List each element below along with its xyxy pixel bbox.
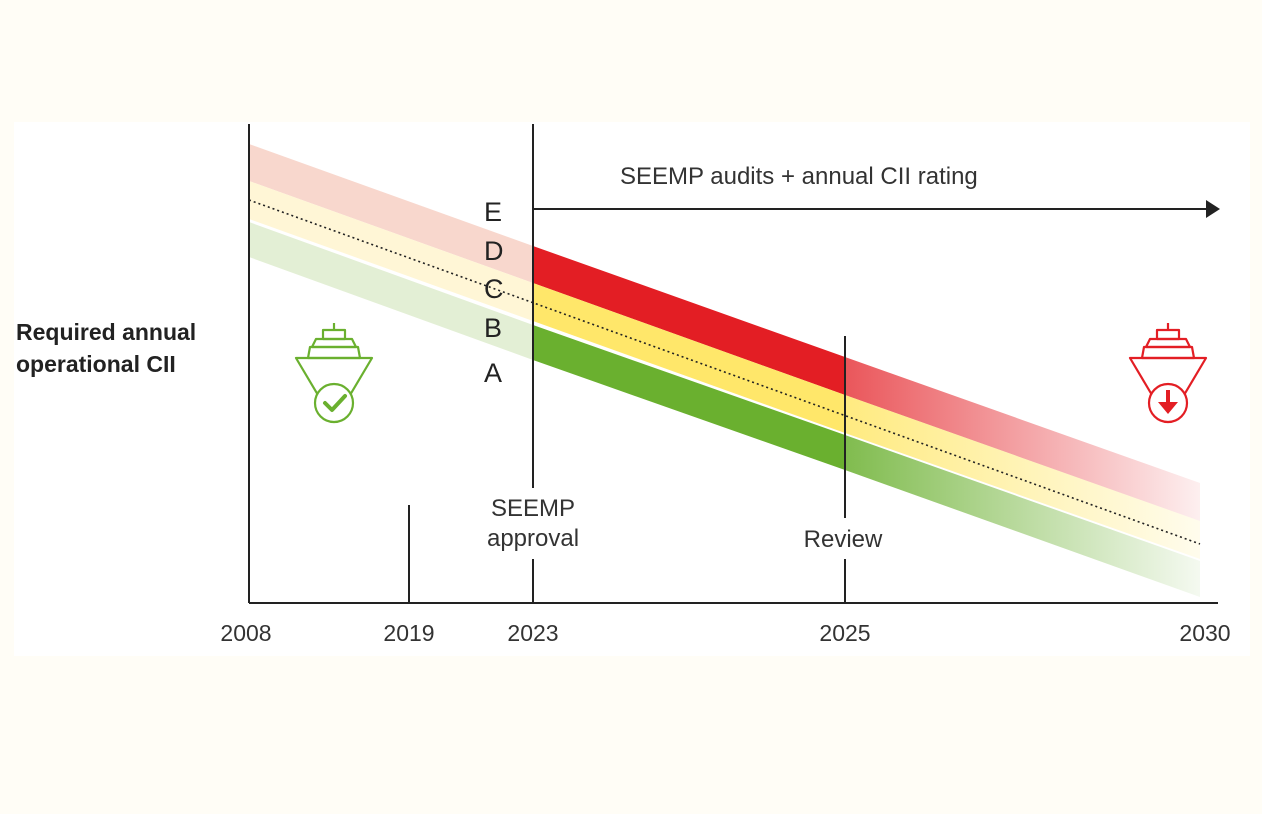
review-label: Review [804,526,883,553]
audit-arrow-label: SEEMP audits + annual CII rating [620,163,978,190]
band-a-fade [845,435,1200,597]
ship-check-icon [294,323,374,424]
band-cb [533,283,845,433]
tick-2023: 2023 [507,620,558,646]
reference-dotted-line [248,199,1201,545]
seemp-approval-line2: approval [487,525,579,552]
ship-down-arrow-icon [1128,323,1208,424]
tick-2025: 2025 [819,620,870,646]
x-tick-labels: 2008 2019 2023 2025 2030 [220,620,1230,646]
y-axis-label-line2: operational CII [16,351,176,377]
fading-bands [845,357,1200,597]
rating-label-d: D [484,236,504,266]
tick-2008: 2008 [220,620,271,646]
rating-label-c: C [484,274,504,304]
audit-arrow-head [1206,200,1220,218]
tick-2030: 2030 [1179,620,1230,646]
band-a-early [249,222,533,360]
rating-label-b: B [484,313,502,343]
rating-label-e: E [484,197,502,227]
band-e-early [249,144,533,283]
rating-bands [533,246,845,470]
band-d [533,246,845,395]
seemp-approval-line1: SEEMP [491,495,575,522]
band-cb-fade [845,395,1200,559]
band-a [533,325,845,470]
rating-label-a: A [484,358,502,388]
y-axis-label-line1: Required annual [16,319,196,345]
rating-letters: E D C B A [484,197,504,388]
band-d-fade [845,357,1200,521]
tick-2019: 2019 [383,620,434,646]
